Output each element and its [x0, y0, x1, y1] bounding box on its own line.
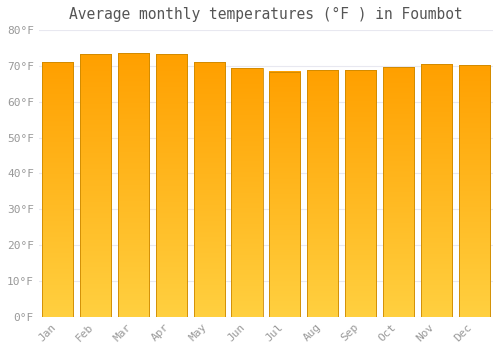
- Bar: [270, 72, 300, 317]
- Bar: [42, 62, 74, 317]
- Bar: [80, 55, 111, 317]
- Bar: [345, 70, 376, 317]
- Bar: [421, 64, 452, 317]
- Bar: [156, 55, 187, 317]
- Bar: [383, 67, 414, 317]
- Bar: [307, 70, 338, 317]
- Bar: [194, 62, 224, 317]
- Title: Average monthly temperatures (°F ) in Foumbot: Average monthly temperatures (°F ) in Fo…: [69, 7, 463, 22]
- Bar: [232, 68, 262, 317]
- Bar: [118, 53, 149, 317]
- Bar: [458, 65, 490, 317]
